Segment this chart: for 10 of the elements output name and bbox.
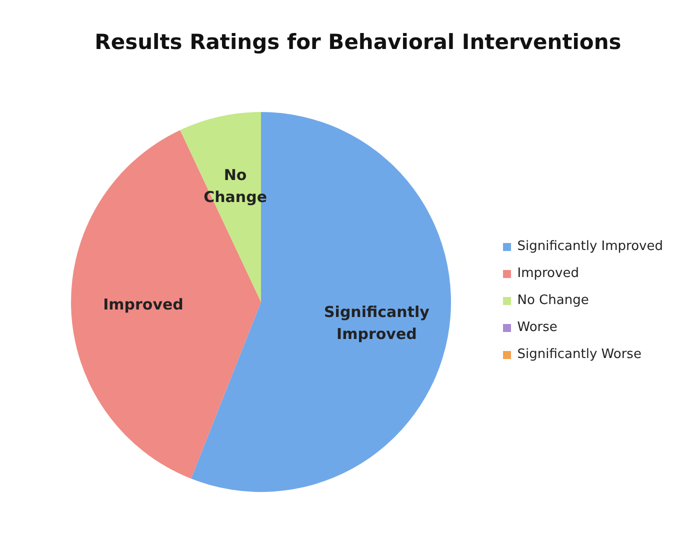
pie-slice xyxy=(191,112,451,492)
legend-label: Worse xyxy=(517,320,558,335)
legend-label: Significantly Worse xyxy=(517,347,642,362)
slice-label: No Change xyxy=(204,166,268,206)
legend-label: Significantly Improved xyxy=(517,239,663,254)
chart-title: Results Ratings for Behavioral Interventions xyxy=(94,30,622,54)
slice-label: Significantly Improved xyxy=(324,303,430,344)
legend-label: No Change xyxy=(517,293,589,308)
slice-label: Improved xyxy=(103,296,184,314)
legend-label: Improved xyxy=(517,266,579,281)
